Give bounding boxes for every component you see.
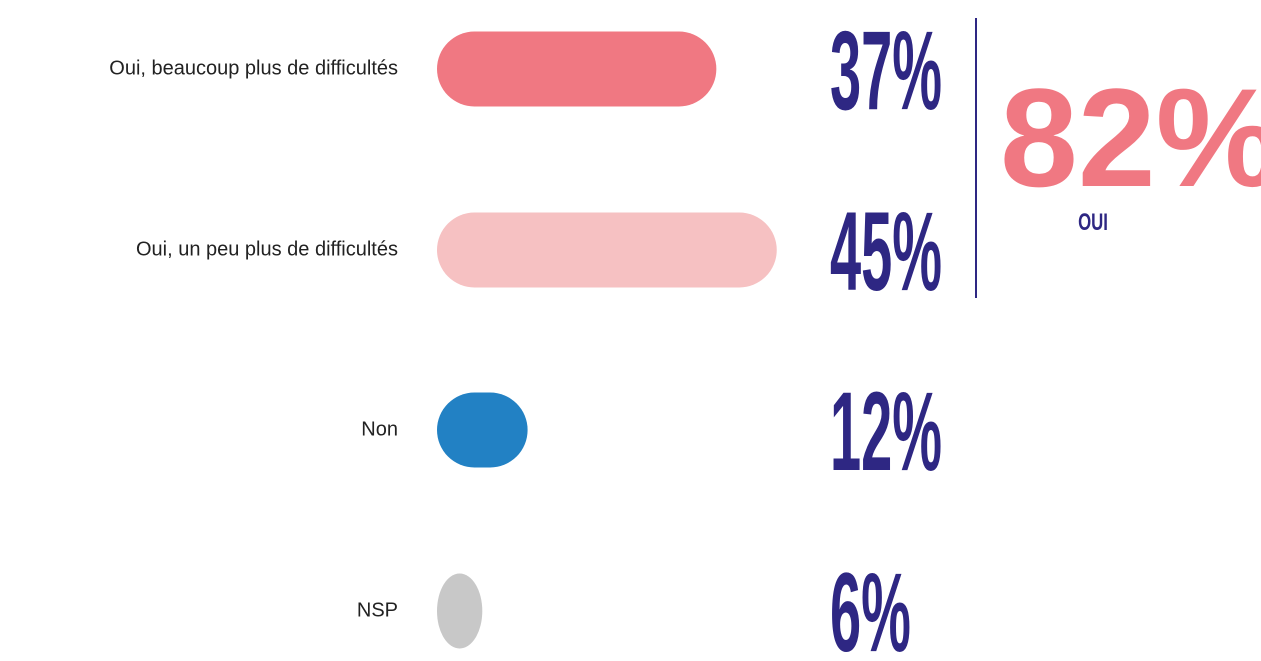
value-label: 45% — [830, 189, 942, 314]
category-label: Oui, un peu plus de difficultés — [136, 238, 398, 260]
category-label: Oui, beaucoup plus de difficultés — [109, 57, 398, 79]
value-label-group: 45% — [830, 189, 942, 314]
value-label-group: 12% — [830, 369, 942, 494]
highlight-value: 82% — [1000, 59, 1261, 216]
highlight-label-group: OUI — [1078, 209, 1108, 236]
highlight-label: OUI — [1078, 209, 1108, 236]
value-label: 37% — [830, 8, 942, 133]
value-label-group: 37% — [830, 8, 942, 133]
value-label: 6% — [830, 550, 911, 661]
category-label: NSP — [357, 599, 398, 621]
bar — [437, 212, 777, 288]
bar — [437, 392, 528, 468]
value-label: 12% — [830, 369, 942, 494]
value-label-group: 6% — [830, 550, 911, 661]
bar — [437, 573, 483, 649]
category-label: Non — [361, 418, 398, 440]
bar — [437, 31, 717, 107]
